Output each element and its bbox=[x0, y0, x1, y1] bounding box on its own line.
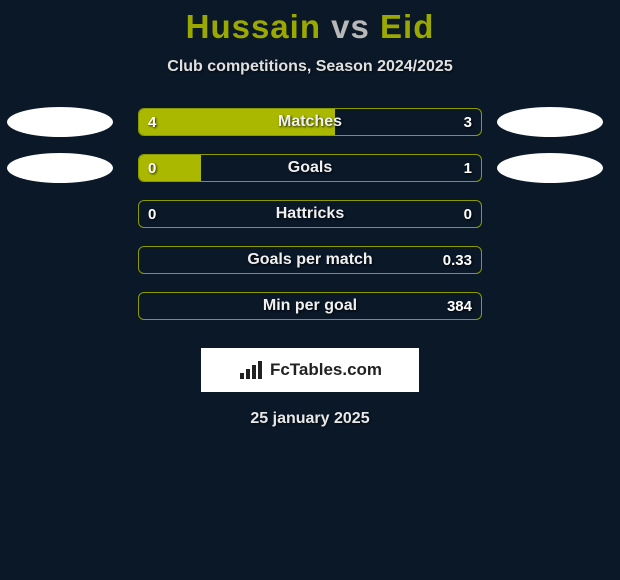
player2-name: Eid bbox=[380, 8, 434, 45]
page-title: Hussain vs Eid bbox=[0, 0, 620, 46]
stat-row: Goals per match0.33 bbox=[0, 246, 620, 292]
bar-track bbox=[138, 108, 482, 136]
brand-box[interactable]: FcTables.com bbox=[201, 348, 419, 392]
stat-row: Matches43 bbox=[0, 108, 620, 154]
left-value: 0 bbox=[148, 200, 156, 228]
left-ellipse bbox=[7, 107, 113, 137]
player1-name: Hussain bbox=[186, 8, 321, 45]
right-ellipse bbox=[497, 153, 603, 183]
brand-text: FcTables.com bbox=[270, 360, 382, 380]
left-value: 4 bbox=[148, 108, 156, 136]
bar-track bbox=[138, 154, 482, 182]
right-value: 0.33 bbox=[443, 246, 472, 274]
right-ellipse bbox=[497, 107, 603, 137]
vs-separator: vs bbox=[331, 8, 370, 45]
left-ellipse bbox=[7, 153, 113, 183]
bar-track bbox=[138, 200, 482, 228]
bar-track bbox=[138, 292, 482, 320]
bar-fill-left bbox=[139, 109, 335, 135]
stat-row: Min per goal384 bbox=[0, 292, 620, 338]
right-value: 1 bbox=[464, 154, 472, 182]
stat-row: Hattricks00 bbox=[0, 200, 620, 246]
left-value: 0 bbox=[148, 154, 156, 182]
right-value: 384 bbox=[447, 292, 472, 320]
subtitle: Club competitions, Season 2024/2025 bbox=[0, 58, 620, 76]
right-value: 3 bbox=[464, 108, 472, 136]
chart-icon bbox=[238, 359, 264, 381]
comparison-chart: Matches43Goals01Hattricks00Goals per mat… bbox=[0, 108, 620, 338]
date-text: 25 january 2025 bbox=[0, 410, 620, 428]
right-value: 0 bbox=[464, 200, 472, 228]
bar-track bbox=[138, 246, 482, 274]
stat-row: Goals01 bbox=[0, 154, 620, 200]
